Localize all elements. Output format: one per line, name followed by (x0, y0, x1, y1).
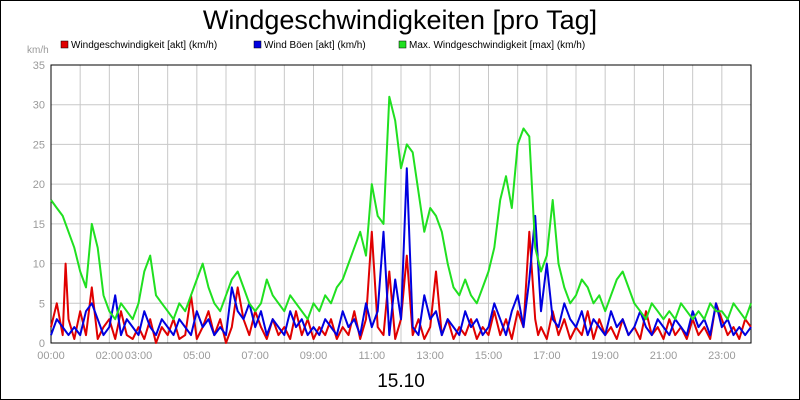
x-axis: 00:00 02:00 03:00 05:00 07:00 09:00 11:00 13:00… (37, 350, 735, 362)
y-tick-label: 10 (33, 259, 45, 271)
x-tick-label: 00:00 (37, 350, 65, 362)
x-tick-label: 23:00 (708, 350, 736, 362)
y-axis-unit-label: km/h (27, 45, 49, 56)
x-tick-label: 02:00 (96, 350, 124, 362)
legend-label-1: Windgeschwindigkeit [akt] (km/h) (71, 40, 217, 51)
legend-label-2: Wind Böen [akt] (km/h) (264, 40, 366, 51)
y-tick-label: 25 (33, 139, 45, 151)
x-tick-label: 17:00 (533, 350, 561, 362)
grid (51, 65, 751, 343)
series-lines (50, 95, 752, 344)
x-tick-label: 13:00 (416, 350, 444, 362)
y-tick-label: 20 (33, 179, 45, 191)
x-tick-label: 15:00 (475, 350, 503, 362)
y-tick-label: 30 (33, 100, 45, 112)
legend: Windgeschwindigkeit [akt] (km/h) Wind Böe… (60, 40, 585, 51)
x-axis-date-label: 15.10 (377, 371, 425, 392)
y-tick-label: 35 (33, 60, 45, 72)
x-tick-label: 09:00 (300, 350, 328, 362)
series-line-3 (50, 95, 752, 321)
series-line-2 (50, 167, 752, 337)
x-tick-label: 21:00 (650, 350, 678, 362)
chart-title: Windgeschwindigkeiten [pro Tag] (203, 5, 597, 35)
x-tick-label: 03:00 (125, 350, 153, 362)
y-tick-label: 5 (39, 298, 45, 310)
x-tick-label: 19:00 (591, 350, 619, 362)
x-tick-label: 05:00 (183, 350, 211, 362)
legend-swatch-3 (398, 40, 407, 49)
legend-swatch-2 (253, 40, 262, 49)
y-tick-label: 0 (39, 338, 45, 350)
y-tick-label: 15 (33, 219, 45, 231)
x-tick-label: 11:00 (358, 350, 385, 362)
legend-swatch-1 (60, 40, 69, 49)
y-axis: 0 5 10 15 20 25 30 35 (33, 60, 45, 350)
legend-label-3: Max. Windgeschwindigkeit [max] (km/h) (409, 40, 585, 51)
plot-area (50, 64, 752, 344)
x-tick-label: 07:00 (241, 350, 269, 362)
